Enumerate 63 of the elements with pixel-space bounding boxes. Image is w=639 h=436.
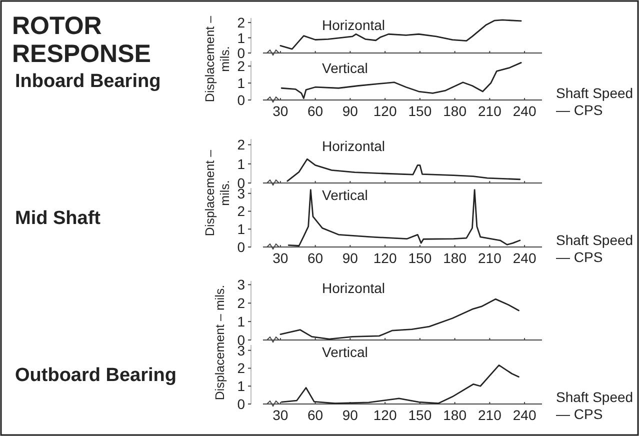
text: Outboard Bearing [15, 365, 177, 386]
x-tick-label: 30 [272, 407, 288, 423]
x-tick-label: 150 [408, 407, 432, 423]
x-tick-label: 210 [478, 407, 502, 423]
series-label: Vertical [322, 60, 368, 76]
line-series [280, 298, 520, 340]
x-axis-title: Shaft Speed — CPS [556, 85, 634, 118]
y-axis-title: Displacement – mils. [203, 150, 232, 236]
x-tick-label: 60 [308, 103, 324, 119]
x-tick-label: 180 [443, 103, 467, 119]
y-tick-label: 1 [237, 221, 246, 238]
y-tick-label: 0 [237, 92, 246, 108]
x-tick-label: 90 [342, 250, 358, 266]
line-series [280, 364, 520, 404]
x-tick-label: 240 [512, 250, 536, 266]
y-tick-label: 3 [237, 276, 246, 293]
line-series [288, 189, 521, 246]
y-tick-label: 1 [237, 75, 246, 92]
y-tick-label: 1 [237, 314, 246, 330]
y-tick-label: 1 [237, 378, 246, 394]
line-series [280, 62, 522, 100]
line-series [286, 158, 521, 182]
x-axis-title: Shaft Speed — CPS [556, 232, 634, 265]
y-axis-title: Displacement – mils. [213, 284, 227, 400]
y-tick-label: 1 [237, 30, 246, 46]
x-tick-label: 30 [272, 250, 288, 266]
x-tick-label: 180 [443, 250, 467, 266]
x-tick-label: 90 [342, 103, 358, 119]
y-tick-label: 1 [237, 156, 246, 172]
text: Inboard Bearing [15, 71, 161, 92]
y-tick-label: 2 [237, 360, 246, 376]
series-label: Vertical [322, 187, 368, 203]
y-tick-label: 0 [237, 45, 246, 61]
y-tick-label: 2 [237, 58, 246, 74]
y-tick-label: 2 [237, 203, 246, 220]
x-tick-label: 180 [443, 407, 467, 423]
text: Horizontal [322, 280, 386, 296]
x-tick-label: 120 [373, 407, 397, 423]
x-tick-label: 120 [373, 103, 397, 119]
y-tick-label: 2 [237, 136, 246, 153]
x-tick-label: 210 [478, 103, 502, 119]
x-tick-label: 150 [408, 250, 432, 266]
series-label: Horizontal [322, 138, 386, 154]
series-label: Horizontal [322, 17, 386, 33]
x-tick-label: 240 [512, 103, 536, 119]
x-tick-label: 240 [512, 407, 536, 423]
x-tick-label: 60 [308, 250, 324, 266]
x-tick-label: 210 [478, 250, 502, 266]
text: ROTOR RESPONSE [12, 12, 151, 68]
x-tick-label: 30 [272, 103, 288, 119]
x-tick-label: 60 [308, 407, 324, 423]
x-tick-label: 120 [373, 250, 397, 266]
y-axis-title: Displacement – mils. [203, 16, 232, 102]
line-series [280, 19, 522, 50]
y-tick-label: 0 [237, 396, 246, 412]
x-tick-label: 90 [342, 407, 358, 423]
text: Vertical [322, 344, 368, 360]
y-tick-label: 0 [237, 239, 246, 255]
x-tick-label: 150 [408, 103, 432, 119]
text: Mid Shaft [15, 208, 102, 229]
y-tick-label: 2 [237, 295, 246, 312]
y-tick-label: 2 [237, 14, 246, 31]
x-axis-title: Shaft Speed — CPS [556, 389, 634, 422]
